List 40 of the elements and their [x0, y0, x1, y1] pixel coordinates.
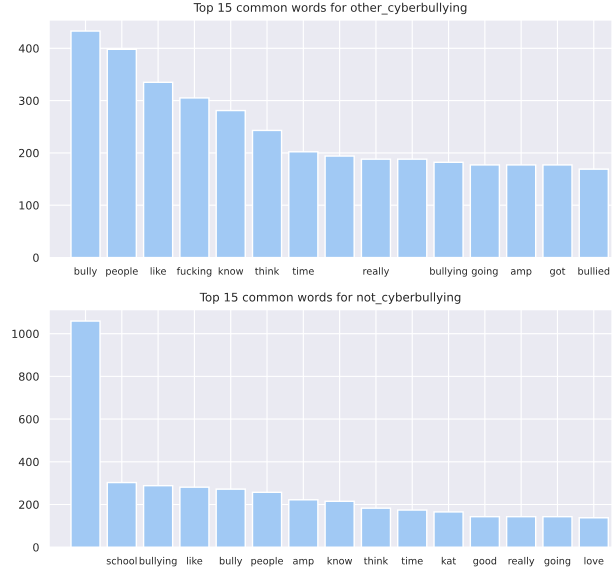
y-tick-label: 300 [19, 96, 39, 105]
x-tick-label: school [106, 556, 136, 564]
x-tick-label: amp [510, 269, 532, 277]
y-tick-label: 0 [33, 253, 39, 262]
x-tick-label: amp [293, 558, 314, 566]
x-tick-label: know [328, 556, 352, 564]
chart-title: Top 15 common words for other_cyberbullying [194, 2, 466, 15]
x-tick-label: like [150, 267, 166, 275]
x-tick-label: bullying [430, 267, 467, 277]
x-tick-label: really [363, 267, 390, 277]
y-tick-label: 200 [19, 500, 39, 509]
x-tick-label: people [251, 556, 283, 566]
y-tick-label: 400 [18, 44, 39, 53]
x-tick-label: going [472, 267, 498, 277]
y-tick-label: 400 [18, 458, 39, 466]
x-tick-label: got [550, 268, 566, 277]
x-tick-label: like [187, 556, 202, 564]
x-tick-label: time [402, 556, 423, 564]
y-tick-label: 100 [19, 201, 39, 210]
x-tick-label: time [292, 267, 314, 275]
x-tick-label: kat [442, 556, 456, 564]
x-tick-label: bully [220, 556, 242, 566]
x-tick-label: people [106, 267, 138, 277]
x-tick-label: think [255, 267, 280, 275]
y-tick-label: 0 [33, 543, 39, 552]
chart-title: Top 15 common words for not_cyberbullying [200, 292, 460, 304]
y-tick-label: 200 [19, 148, 39, 158]
y-tick-label: 1000 [12, 330, 39, 338]
x-tick-label: bully [74, 267, 97, 277]
x-tick-label: know [218, 267, 244, 275]
x-tick-label: going [544, 556, 570, 566]
x-tick-label: good [473, 556, 496, 566]
x-tick-label: fucking [176, 267, 212, 277]
x-tick-label: think [364, 556, 388, 564]
y-tick-label: 600 [19, 415, 39, 424]
x-tick-label: love [584, 556, 604, 564]
x-tick-label: bullying [140, 556, 176, 566]
x-tick-label: really [508, 556, 534, 566]
y-tick-label: 800 [19, 372, 39, 381]
x-tick-label: bullied [578, 267, 610, 275]
